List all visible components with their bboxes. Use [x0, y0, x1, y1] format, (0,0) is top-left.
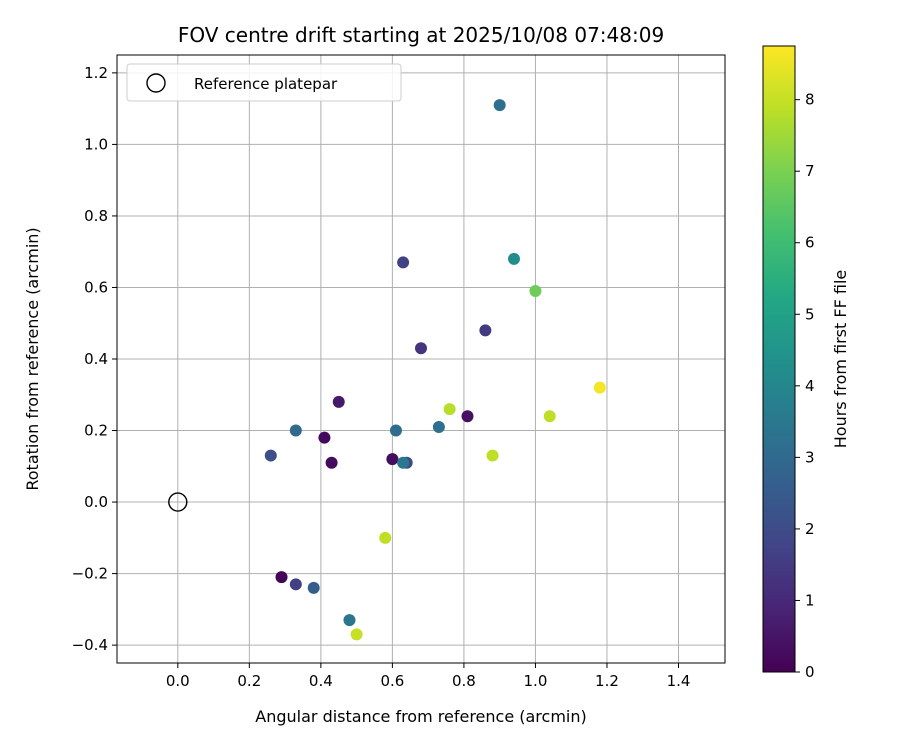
chart-title: FOV centre drift starting at 2025/10/08 … [178, 23, 664, 47]
data-point [275, 571, 288, 584]
x-tick-label: 1.0 [524, 672, 548, 690]
data-point [397, 456, 410, 469]
reference-platepar-marker [168, 492, 188, 512]
data-point [543, 410, 556, 423]
colorbar-gradient [763, 46, 795, 672]
colorbar-tick-label: 8 [805, 91, 815, 109]
data-point [325, 456, 338, 469]
colorbar: 0 1 2 3 4 5 6 7 8 Hours from first FF file [762, 45, 850, 681]
data-point [318, 431, 331, 444]
y-axis-ticks: −0.4 −0.2 0.0 0.2 0.4 0.6 0.8 1.0 1.2 [72, 64, 117, 654]
colorbar-tick-label: 5 [805, 305, 815, 323]
data-point [332, 395, 345, 408]
y-tick-label: 0.4 [84, 350, 108, 368]
data-points [264, 99, 606, 641]
y-tick-label: −0.2 [72, 565, 108, 583]
data-point [432, 420, 445, 433]
legend-label-reference: Reference platepar [194, 75, 338, 93]
data-point [350, 628, 363, 641]
data-point [289, 424, 302, 437]
data-point [379, 531, 392, 544]
data-point [415, 342, 427, 355]
data-point [493, 99, 506, 112]
legend: Reference platepar [126, 63, 402, 102]
x-tick-label: 1.4 [667, 672, 691, 690]
colorbar-tick-label: 3 [805, 448, 815, 466]
y-tick-label: 1.2 [84, 64, 108, 82]
x-tick-label: 0.0 [166, 672, 190, 690]
y-axis-label: Rotation from reference (arcmin) [23, 227, 42, 490]
y-tick-label: 0.6 [84, 278, 108, 296]
reference-layer [168, 492, 188, 512]
colorbar-ticks: 0 1 2 3 4 5 6 7 8 [795, 91, 815, 681]
x-tick-label: 0.2 [237, 672, 261, 690]
y-tick-label: 0.2 [84, 422, 108, 440]
y-tick-label: 1.0 [84, 135, 108, 153]
data-point [343, 614, 356, 627]
x-tick-label: 0.6 [380, 672, 404, 690]
data-point [461, 410, 474, 423]
data-point [289, 578, 302, 591]
y-tick-label: 0.0 [84, 493, 108, 511]
data-point [397, 256, 410, 269]
x-tick-label: 1.2 [595, 672, 619, 690]
grid-lines [117, 55, 725, 663]
data-point [479, 324, 492, 337]
data-point [593, 381, 606, 394]
y-tick-label: −0.4 [72, 636, 108, 654]
colorbar-tick-label: 7 [805, 162, 815, 180]
colorbar-tick-label: 0 [805, 663, 815, 681]
colorbar-tick-label: 4 [805, 377, 815, 395]
x-axis-label: Angular distance from reference (arcmin) [255, 707, 586, 726]
data-point [443, 403, 456, 416]
data-point [507, 252, 520, 265]
data-point [529, 285, 542, 298]
x-axis-ticks: 0.0 0.2 0.4 0.6 0.8 1.0 1.2 1.4 [166, 663, 691, 690]
data-point [389, 424, 402, 437]
x-tick-label: 0.4 [309, 672, 333, 690]
data-point [264, 449, 277, 462]
colorbar-label: Hours from first FF file [831, 270, 850, 449]
colorbar-tick-label: 1 [805, 591, 815, 609]
colorbar-tick-label: 2 [805, 520, 815, 538]
data-point [386, 453, 399, 466]
data-point [307, 581, 320, 594]
legend-box [126, 63, 402, 102]
data-point [486, 449, 499, 462]
colorbar-frame [762, 45, 796, 673]
x-tick-label: 0.8 [452, 672, 476, 690]
colorbar-tick-label: 6 [805, 234, 815, 252]
y-tick-label: 0.8 [84, 207, 108, 225]
legend-reference-marker [146, 73, 166, 93]
